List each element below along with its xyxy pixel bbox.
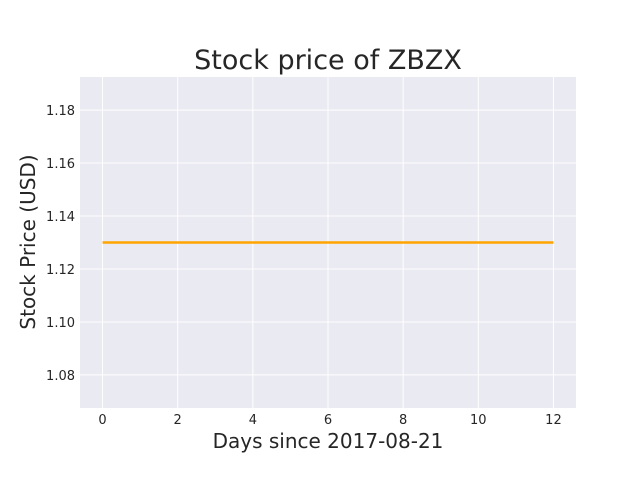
y-ticks: 1.08 1.10 1.12 1.14 1.16 1.18 [46, 104, 75, 384]
x-tick-label: 10 [470, 413, 487, 428]
x-axis-label: Days since 2017-08-21 [213, 429, 444, 453]
x-tick-label: 8 [399, 413, 407, 428]
y-tick-label: 1.12 [46, 263, 75, 278]
y-tick-label: 1.08 [46, 369, 75, 384]
y-tick-label: 1.14 [46, 210, 75, 225]
x-tick-label: 4 [249, 413, 257, 428]
chart-title: Stock price of ZBZX [194, 45, 462, 76]
y-axis-label: Stock Price (USD) [16, 154, 40, 329]
y-tick-label: 1.16 [46, 157, 75, 172]
x-tick-label: 12 [545, 413, 562, 428]
x-tick-label: 2 [174, 413, 182, 428]
x-tick-label: 6 [324, 413, 332, 428]
y-tick-label: 1.18 [46, 104, 75, 119]
x-tick-label: 0 [98, 413, 106, 428]
x-ticks: 0 2 4 6 8 10 12 [98, 413, 561, 428]
y-tick-label: 1.10 [46, 316, 75, 331]
